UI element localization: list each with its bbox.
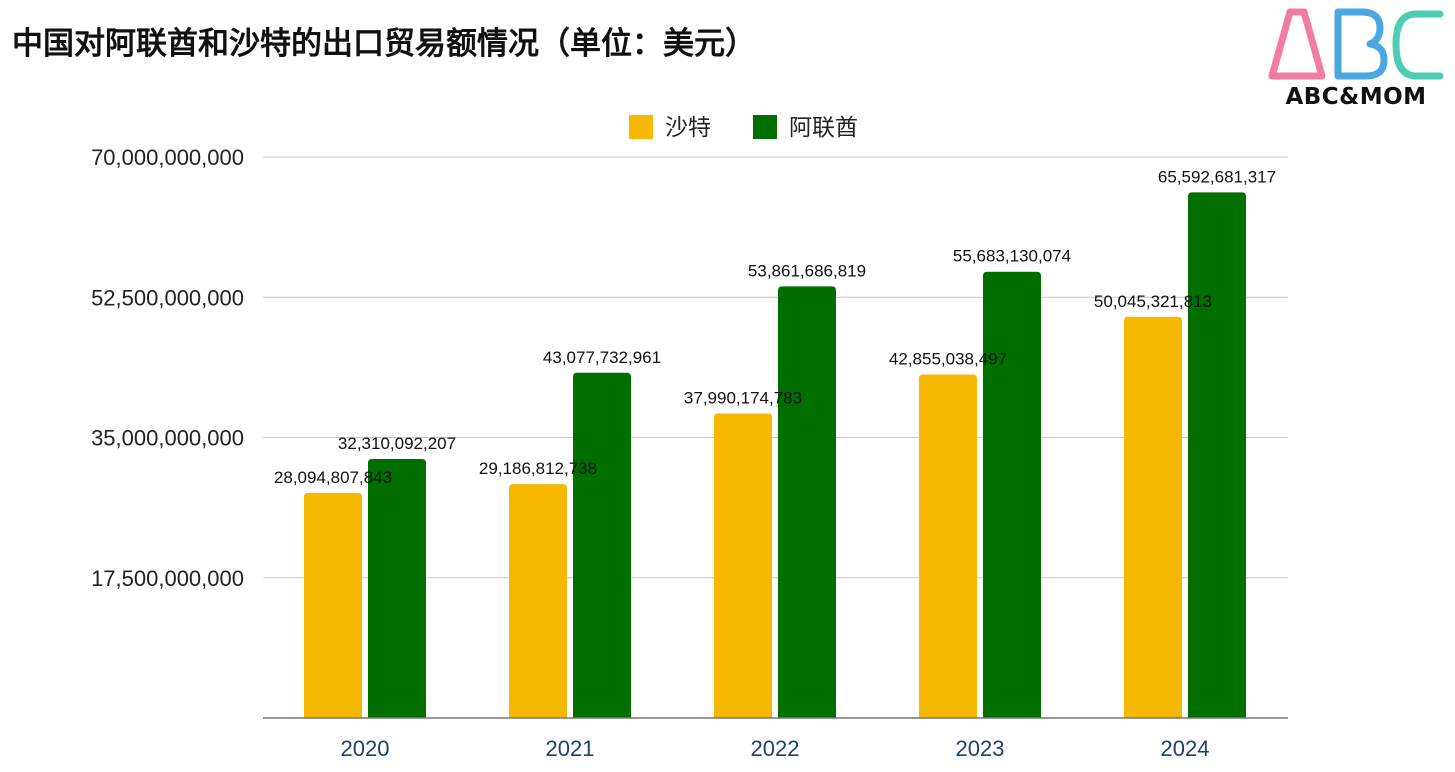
bar-uae-2024 <box>1188 192 1246 718</box>
bar-saudi-2024 <box>1124 316 1182 718</box>
bar-saudi-2023 <box>919 374 977 718</box>
x-tick-label: 2022 <box>751 736 800 761</box>
data-label: 53,861,686,819 <box>748 261 866 280</box>
legend-swatch-uae <box>753 115 777 139</box>
logo-letter-a-icon <box>1268 8 1326 80</box>
data-label: 29,186,812,738 <box>479 459 597 478</box>
logo-letter-c-icon <box>1392 10 1444 80</box>
y-tick-label: 70,000,000,000 <box>91 145 244 170</box>
x-tick-label: 2021 <box>546 736 595 761</box>
data-label: 65,592,681,317 <box>1158 167 1276 186</box>
y-tick-label: 35,000,000,000 <box>91 426 244 451</box>
legend-label-uae: 阿联酋 <box>789 115 858 141</box>
chart-axes: 17,500,000,000 35,000,000,000 52,500,000,0… <box>91 145 1288 761</box>
logo-letter-b-icon <box>1334 8 1388 80</box>
x-tick-label: 2024 <box>1161 736 1210 761</box>
bar-saudi-2020 <box>304 492 362 718</box>
bar-uae-2021 <box>573 372 631 718</box>
bar-uae-2020 <box>368 459 426 718</box>
logo-text: ABC&MOM <box>1285 84 1427 110</box>
data-label: 37,990,174,783 <box>684 389 802 408</box>
y-tick-label: 17,500,000,000 <box>91 566 244 591</box>
bar-saudi-2021 <box>509 484 567 718</box>
legend-swatch-saudi <box>629 115 653 139</box>
data-label: 42,855,038,497 <box>889 350 1007 369</box>
data-label: 55,683,130,074 <box>953 247 1071 266</box>
page-title: 中国对阿联酋和沙特的出口贸易额情况（单位：美元） <box>12 26 756 62</box>
chart-legend: 沙特 阿联酋 <box>629 115 858 141</box>
bar-uae-2023 <box>983 271 1041 718</box>
bar-saudi-2022 <box>714 413 772 718</box>
chart-gridlines <box>263 156 1288 579</box>
legend-label-saudi: 沙特 <box>665 115 711 141</box>
chart-data-labels: 28,094,807,843 32,310,092,207 29,186,812,7… <box>274 167 1276 487</box>
chart-bars <box>304 192 1246 718</box>
x-tick-label: 2023 <box>956 736 1005 761</box>
data-label: 50,045,321,813 <box>1094 292 1212 311</box>
abc-logo-icon <box>1268 8 1444 80</box>
bar-uae-2022 <box>778 286 836 718</box>
data-label: 43,077,732,961 <box>543 348 661 367</box>
x-tick-label: 2020 <box>341 736 390 761</box>
y-tick-label: 52,500,000,000 <box>91 285 244 310</box>
data-label: 28,094,807,843 <box>274 468 392 487</box>
data-label: 32,310,092,207 <box>338 434 456 453</box>
